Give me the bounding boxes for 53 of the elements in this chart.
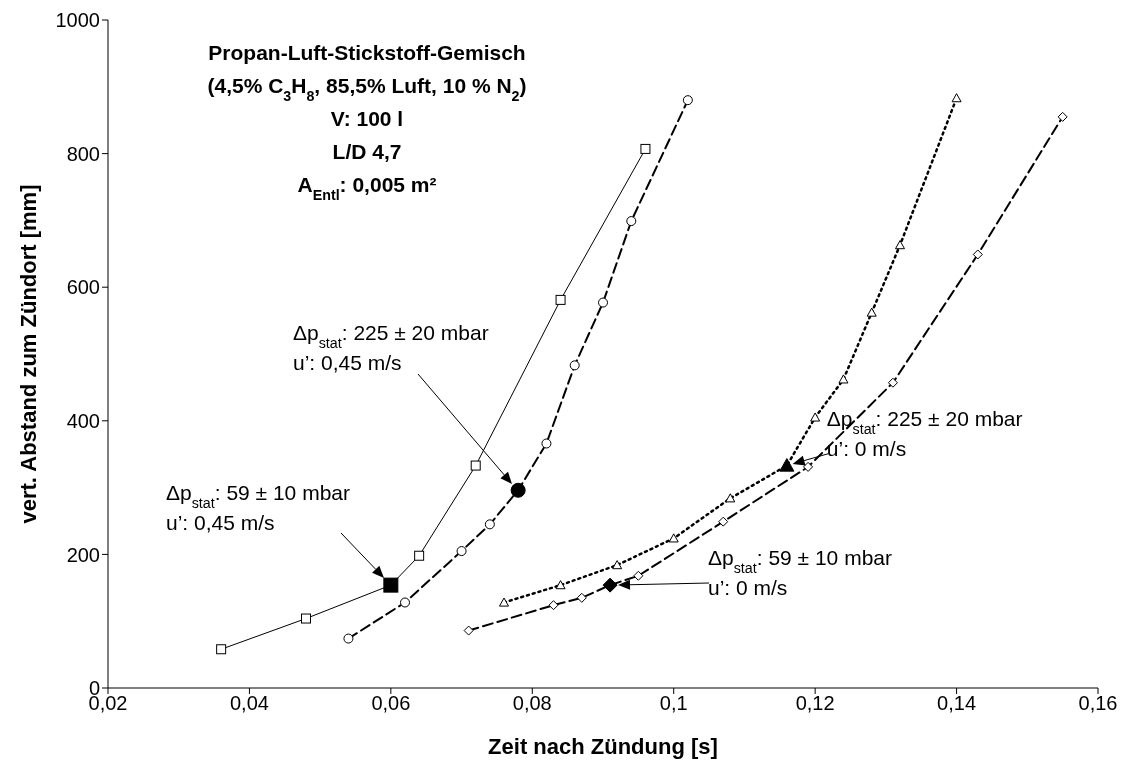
point <box>895 240 905 250</box>
x-tick-label: 0,08 <box>512 692 552 715</box>
point <box>668 533 679 543</box>
point <box>541 438 552 449</box>
x-tick-label: 0,04 <box>229 692 269 715</box>
point <box>803 461 814 472</box>
point <box>682 95 693 106</box>
point <box>718 516 729 527</box>
annotation: A$_{Entl}$: 0,005 m² <box>297 173 437 203</box>
point <box>626 216 637 227</box>
point <box>598 297 608 308</box>
annotation: V: 100 l <box>330 107 404 130</box>
point <box>725 493 736 503</box>
x-tick-label: 0,06 <box>371 692 411 715</box>
point <box>216 644 227 655</box>
annotation: L/D 4,7 <box>332 140 402 163</box>
x-tick-label: 0,14 <box>937 692 977 715</box>
x-tick-label: 0,1 <box>659 692 688 715</box>
point <box>972 249 983 260</box>
point <box>640 143 651 154</box>
point <box>555 580 566 590</box>
point <box>400 597 410 608</box>
point <box>343 633 354 644</box>
point <box>838 374 849 384</box>
y-tick-label: 600 <box>66 276 100 299</box>
annotation: Δp$_{stat}$: 59 ± 10 mbar u’: 0 m/s <box>708 546 892 599</box>
point <box>887 377 898 388</box>
text: Propan-Luft-Stickstoff-Gemisch <box>208 41 526 64</box>
y-tick-label: 200 <box>66 543 100 566</box>
annotation: Δp$_{stat}$: 225 ± 20 mbar u’: 0 m/s <box>826 406 1023 460</box>
y-tick-label: 1000 <box>55 9 100 32</box>
point <box>499 597 509 607</box>
point <box>463 625 474 636</box>
annotation: Δp$_{stat}$: 225 ± 20 mbar u’: 0,45 m/s <box>293 321 489 374</box>
point <box>470 460 481 471</box>
annotation: Δp$_{stat}$: 59 ± 10 mbar u’: 0,45 m/s <box>166 481 350 534</box>
point <box>569 360 580 371</box>
point <box>951 93 962 103</box>
annotation: (4,5% C$_{3}$H$_{8}$, 85,5% Luft, 10 % N$_{2}$) <box>207 74 527 104</box>
x-tick-label: 0,12 <box>795 692 835 715</box>
point <box>414 550 425 561</box>
point <box>866 307 877 317</box>
x-tick-label: 0,16 <box>1078 692 1118 715</box>
y-axis-title: vert. Abstand zum Zündort [mm] <box>15 184 41 524</box>
y-tick-label: 800 <box>66 142 100 165</box>
point <box>301 613 311 624</box>
x-axis-title: Zeit nach Zündung [s] <box>488 734 718 759</box>
point <box>612 560 623 570</box>
point <box>484 519 495 530</box>
y-tick-label: 400 <box>66 409 100 432</box>
point <box>810 412 821 422</box>
point <box>555 294 566 305</box>
point <box>456 546 467 557</box>
